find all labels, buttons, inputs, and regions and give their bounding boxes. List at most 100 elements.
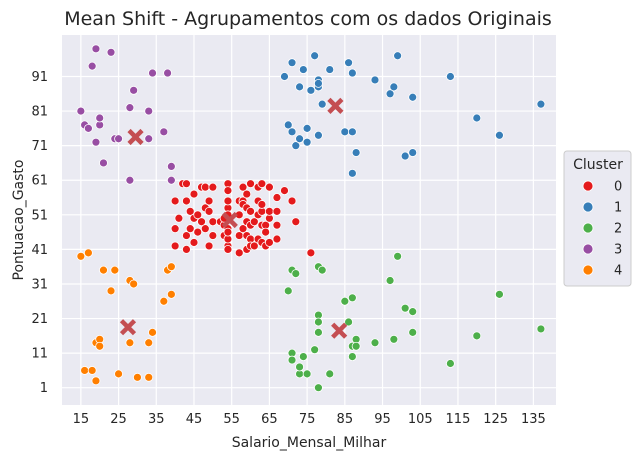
- data-point-cluster-4: [95, 341, 105, 351]
- data-point-cluster-1: [295, 82, 304, 92]
- data-point-cluster-4: [133, 372, 142, 382]
- x-tick-label: 25: [110, 412, 127, 427]
- data-point-cluster-1: [306, 85, 316, 95]
- y-tick-label: 21: [31, 312, 48, 327]
- data-point-cluster-2: [408, 307, 418, 317]
- chart-title: Mean Shift - Agrupamentos com os dados O…: [64, 8, 552, 30]
- data-point-cluster-0: [291, 217, 301, 227]
- data-point-cluster-3: [91, 137, 101, 147]
- x-tick-label: 15: [73, 412, 90, 427]
- cluster-center-marker: [327, 97, 344, 114]
- data-point-cluster-2: [283, 286, 293, 296]
- data-point-cluster-0: [287, 196, 297, 206]
- data-point-cluster-3: [114, 134, 123, 144]
- legend-title: Cluster: [573, 157, 623, 173]
- x-tick-label: 135: [521, 412, 546, 427]
- data-point-cluster-2: [344, 317, 353, 327]
- data-point-cluster-0: [200, 182, 210, 192]
- data-point-cluster-0: [200, 224, 210, 234]
- data-point-cluster-3: [106, 47, 116, 57]
- data-point-cluster-1: [347, 68, 357, 78]
- data-point-cluster-1: [408, 148, 418, 157]
- data-point-cluster-4: [83, 248, 93, 258]
- x-tick-label: 85: [337, 412, 354, 427]
- data-point-cluster-1: [287, 58, 297, 68]
- data-point-cluster-2: [389, 334, 399, 344]
- data-point-cluster-0: [170, 224, 180, 234]
- data-point-cluster-0: [189, 238, 199, 247]
- legend-marker-0: [582, 180, 594, 192]
- data-point-cluster-0: [249, 217, 259, 227]
- data-point-cluster-4: [159, 296, 169, 306]
- data-point-cluster-1: [310, 51, 320, 61]
- data-point-cluster-4: [125, 338, 135, 348]
- data-point-cluster-4: [110, 265, 120, 275]
- data-point-cluster-0: [193, 210, 203, 220]
- data-point-cluster-0: [272, 234, 282, 244]
- data-point-cluster-0: [234, 248, 244, 258]
- data-point-cluster-2: [325, 369, 335, 379]
- legend-box: [563, 150, 632, 287]
- data-point-cluster-1: [295, 134, 304, 144]
- data-point-cluster-4: [166, 262, 176, 272]
- x-tick-label: 125: [483, 412, 508, 427]
- data-point-cluster-0: [170, 196, 180, 206]
- scatter-points: [76, 44, 546, 393]
- data-point-cluster-1: [317, 99, 327, 109]
- data-point-cluster-0: [223, 244, 233, 254]
- plot-area: [62, 35, 556, 405]
- x-tick-label: 65: [261, 412, 278, 427]
- data-point-cluster-3: [144, 134, 154, 144]
- data-point-cluster-0: [246, 206, 255, 216]
- data-point-cluster-0: [208, 231, 218, 240]
- data-point-cluster-0: [261, 227, 271, 237]
- data-point-cluster-0: [238, 224, 248, 234]
- data-point-cluster-0: [223, 196, 233, 206]
- data-point-cluster-0: [257, 179, 267, 189]
- x-tick-label: 55: [223, 412, 240, 427]
- data-point-cluster-1: [347, 168, 357, 178]
- data-point-cluster-0: [223, 186, 233, 196]
- x-tick-labels: 15 25 35 45 55 65 75 85 95 105 115 125 135: [73, 412, 546, 427]
- legend-label-3: 3: [614, 243, 622, 258]
- data-point-cluster-0: [272, 220, 282, 230]
- data-point-cluster-1: [280, 72, 289, 81]
- data-point-cluster-1: [495, 130, 504, 140]
- data-point-cluster-0: [182, 244, 191, 254]
- data-point-cluster-0: [306, 248, 316, 258]
- y-tick-label: 1: [40, 381, 48, 396]
- cluster-center-marker: [221, 211, 238, 229]
- data-point-cluster-1: [385, 89, 395, 99]
- data-point-cluster-0: [249, 241, 259, 251]
- data-point-cluster-1: [344, 58, 353, 68]
- data-point-cluster-2: [317, 265, 327, 275]
- y-tick-label: 71: [31, 139, 48, 154]
- data-point-cluster-2: [298, 352, 308, 361]
- data-point-cluster-2: [472, 331, 482, 341]
- data-point-cluster-4: [106, 286, 116, 296]
- data-point-cluster-1: [370, 75, 380, 85]
- data-point-cluster-2: [314, 327, 323, 337]
- data-point-cluster-0: [238, 182, 248, 192]
- data-point-cluster-1: [287, 127, 297, 137]
- data-point-cluster-0: [182, 231, 191, 240]
- data-point-cluster-2: [408, 327, 418, 337]
- legend-label-4: 4: [614, 264, 622, 279]
- data-point-cluster-0: [242, 189, 252, 199]
- data-point-cluster-0: [246, 179, 255, 189]
- data-point-cluster-4: [114, 369, 123, 379]
- data-point-cluster-0: [189, 189, 199, 199]
- data-point-cluster-1: [536, 99, 546, 109]
- data-point-cluster-4: [144, 372, 154, 382]
- data-point-cluster-2: [314, 383, 323, 393]
- data-point-cluster-2: [393, 251, 403, 261]
- data-point-cluster-1: [291, 141, 301, 151]
- data-point-cluster-1: [283, 120, 293, 130]
- cluster-centers: [119, 97, 348, 339]
- data-point-cluster-3: [76, 106, 86, 116]
- data-point-cluster-3: [87, 61, 97, 71]
- data-point-cluster-3: [95, 113, 105, 123]
- y-tick-label: 11: [31, 347, 48, 362]
